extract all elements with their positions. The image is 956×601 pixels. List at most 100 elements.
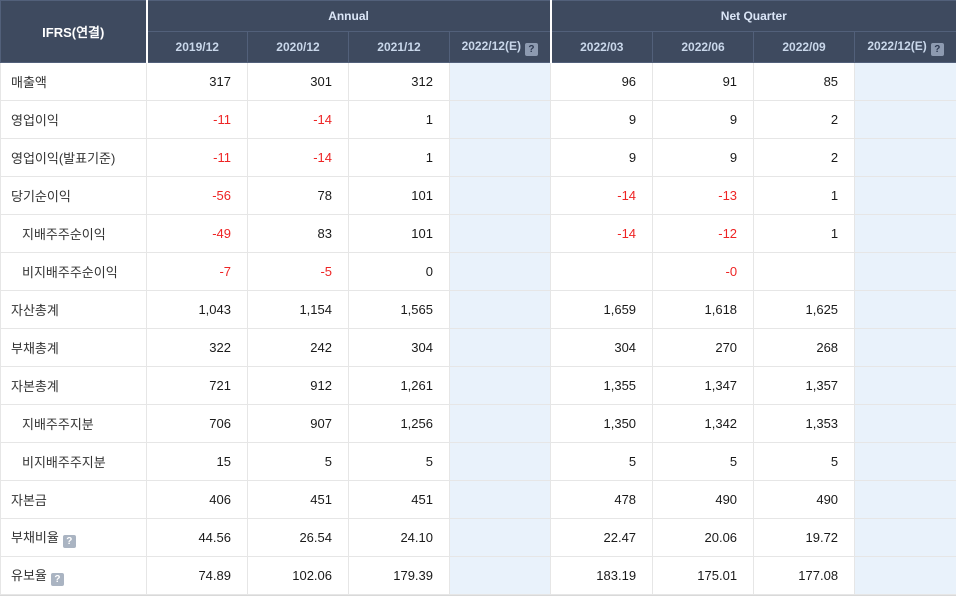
- table-cell: 78: [247, 176, 349, 215]
- table-cell: 5: [247, 442, 349, 481]
- row-label-text: 영업이익: [11, 113, 59, 128]
- column-header-label: 2019/12: [175, 40, 219, 54]
- table-cell: 177.08: [753, 556, 856, 595]
- help-icon[interactable]: ?: [524, 42, 538, 56]
- table-cell: 322: [146, 328, 248, 367]
- table-cell: 1,261: [348, 366, 450, 405]
- row-label: 자본총계: [0, 366, 147, 405]
- row-label: 자본금: [0, 480, 147, 519]
- table-cell: [448, 252, 552, 291]
- table-cell: 242: [247, 328, 349, 367]
- column-header-label: 2022/06: [681, 40, 725, 54]
- table-cell: 183.19: [550, 556, 654, 595]
- table-cell: 1,154: [247, 290, 349, 329]
- table-cell: -14: [550, 214, 654, 253]
- table-cell: 1,357: [753, 366, 856, 405]
- table-body: 매출액 317 301 312 96 91 85 영업이익 -11 -14 1 9 9 2 영업이익(발표기…: [0, 62, 956, 595]
- row-label: 당기순이익: [0, 176, 147, 215]
- table-cell: 5: [348, 442, 450, 481]
- column-header-2022-12-E: 2022/12(E)?: [854, 31, 956, 63]
- table-row: 자본총계 721 912 1,261 1,355 1,347 1,357: [0, 366, 956, 405]
- table-cell: 85: [753, 62, 856, 101]
- table-cell: 5: [652, 442, 755, 481]
- table-cell: 15: [146, 442, 248, 481]
- row-label: 유보율?: [0, 556, 147, 595]
- table-cell: 304: [348, 328, 450, 367]
- table-cell: [854, 556, 956, 595]
- table-cell: 9: [550, 138, 654, 177]
- table-cell: 1,347: [652, 366, 755, 405]
- table-cell: [448, 62, 552, 101]
- help-icon[interactable]: ?: [50, 573, 64, 586]
- column-group-annual: Annual: [145, 0, 552, 32]
- table-cell: 1: [753, 214, 856, 253]
- table-cell: 1,659: [550, 290, 654, 329]
- header-group-row: IFRS(연결) Annual Net Quarter: [0, 0, 956, 63]
- row-label: 영업이익(발표기준): [0, 138, 147, 177]
- table-cell: 44.56: [146, 518, 248, 557]
- table-cell: 5: [550, 442, 654, 481]
- table-cell: [854, 518, 956, 557]
- table-cell: 1,565: [348, 290, 450, 329]
- row-label-text: 비지배주주순이익: [22, 265, 118, 280]
- table-cell: 301: [247, 62, 349, 101]
- table-cell: 907: [247, 404, 349, 443]
- table-cell: -12: [652, 214, 755, 253]
- table-cell: 1,355: [550, 366, 654, 405]
- table-cell: 721: [146, 366, 248, 405]
- row-label-text: 부채총계: [11, 341, 59, 356]
- table-cell: [448, 138, 552, 177]
- column-header-2022-09: 2022/09: [753, 31, 856, 63]
- table-cell: 490: [753, 480, 856, 519]
- table-cell: 912: [247, 366, 349, 405]
- column-header-2022-03: 2022/03: [549, 31, 654, 63]
- table-cell: [854, 442, 956, 481]
- table-cell: [753, 252, 856, 291]
- row-label-text: 영업이익(발표기준): [11, 151, 116, 166]
- table-cell: 26.54: [247, 518, 349, 557]
- row-label: 부채총계: [0, 328, 147, 367]
- table-cell: 2: [753, 100, 856, 139]
- table-cell: [448, 556, 552, 595]
- table-cell: -56: [146, 176, 248, 215]
- help-icon[interactable]: ?: [62, 535, 76, 548]
- row-label: 지배주주순이익: [0, 214, 147, 253]
- column-header-2022-06: 2022/06: [652, 31, 755, 63]
- column-header-2022-12-E: 2022/12(E)?: [448, 31, 552, 63]
- table-row: 영업이익(발표기준) -11 -14 1 9 9 2: [0, 138, 956, 177]
- table-cell: 101: [348, 176, 450, 215]
- column-header-label: 2022/03: [580, 40, 624, 54]
- row-label-text: 매출액: [11, 75, 47, 90]
- table-cell: [854, 62, 956, 101]
- table-row: 자산총계 1,043 1,154 1,565 1,659 1,618 1,625: [0, 290, 956, 329]
- row-label-text: 부채비율: [11, 530, 59, 545]
- column-header-label: 2022/12(E): [867, 38, 927, 53]
- column-header-label: 2021/12: [377, 40, 421, 54]
- table-cell: 22.47: [550, 518, 654, 557]
- row-label-text: 당기순이익: [11, 189, 71, 204]
- help-icon[interactable]: ?: [930, 42, 944, 56]
- table-cell: [854, 290, 956, 329]
- table-cell: 9: [652, 100, 755, 139]
- row-label: 부채비율?: [0, 518, 147, 557]
- table-cell: 1,350: [550, 404, 654, 443]
- table-cell: [448, 366, 552, 405]
- table-row: 지배주주순이익 -49 83 101 -14 -12 1: [0, 214, 956, 253]
- table-cell: 1,256: [348, 404, 450, 443]
- table-cell: -14: [550, 176, 654, 215]
- table-cell: 96: [550, 62, 654, 101]
- table-row: 비지배주주순이익 -7 -5 0 -0: [0, 252, 956, 291]
- table-cell: [854, 100, 956, 139]
- table-cell: 706: [146, 404, 248, 443]
- table-cell: 101: [348, 214, 450, 253]
- table-row: 자본금 406 451 451 478 490 490: [0, 480, 956, 519]
- header-date-row: 2019/12 2020/12 2021/12 2022/12(E)? 2022/03 2…: [1, 31, 956, 63]
- table-row: 지배주주지분 706 907 1,256 1,350 1,342 1,353: [0, 404, 956, 443]
- table-cell: -14: [247, 100, 349, 139]
- column-group-net-quarter: Net Quarter: [549, 0, 956, 32]
- table-cell: 1: [348, 138, 450, 177]
- table-row: 부채비율? 44.56 26.54 24.10 22.47 20.06 19.72: [0, 518, 956, 557]
- table-cell: -5: [247, 252, 349, 291]
- row-label-text: 자본총계: [11, 379, 59, 394]
